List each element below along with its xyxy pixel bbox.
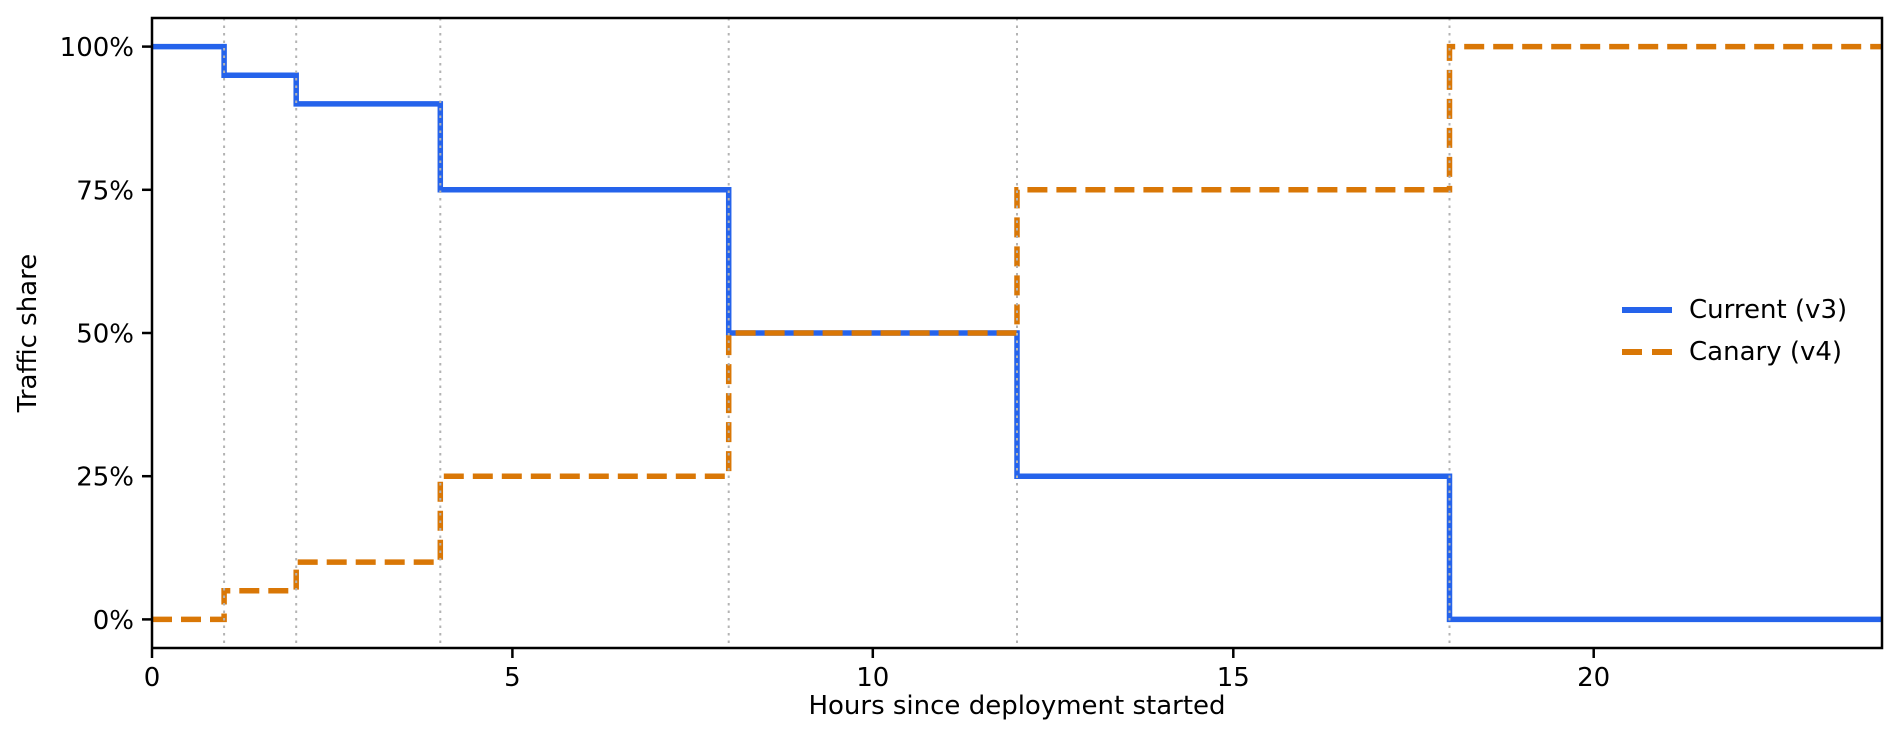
y-tick-label: 75% [76,176,134,206]
plot-border [150,16,1884,650]
ticks-layer [142,45,1595,658]
x-axis-label: Hours since deployment started [808,691,1225,721]
tick-labels-layer: 0 5 10 15 20 0% 25% 50% 75% 100% [60,33,1611,693]
grid-layer [223,18,1451,648]
y-tick-label: 50% [76,320,134,350]
legend-label-canary: Canary (v4) [1689,337,1843,367]
x-tick-label: 20 [1577,663,1610,693]
series-layer [152,43,1882,623]
canary-line-sample [1622,349,1672,355]
x-tick-label: 15 [1217,663,1250,693]
legend-item-canary: Canary (v4) [1622,335,1847,369]
x-tick-label: 10 [856,663,889,693]
legend: Current (v3) Canary (v4) [1622,293,1847,369]
series-line-current-v3 [152,43,1882,623]
x-tick-label: 5 [504,663,521,693]
x-tick-label: 0 [144,663,161,693]
y-tick-label: 0% [93,606,134,636]
legend-item-current: Current (v3) [1622,293,1847,327]
y-tick-label: 100% [60,33,134,63]
y-axis-label: Traffic share [13,254,43,413]
current-line-sample [1622,307,1672,313]
series-line-canary-v4 [152,43,1882,623]
legend-label-current: Current (v3) [1689,295,1848,325]
y-tick-label: 25% [76,463,134,493]
